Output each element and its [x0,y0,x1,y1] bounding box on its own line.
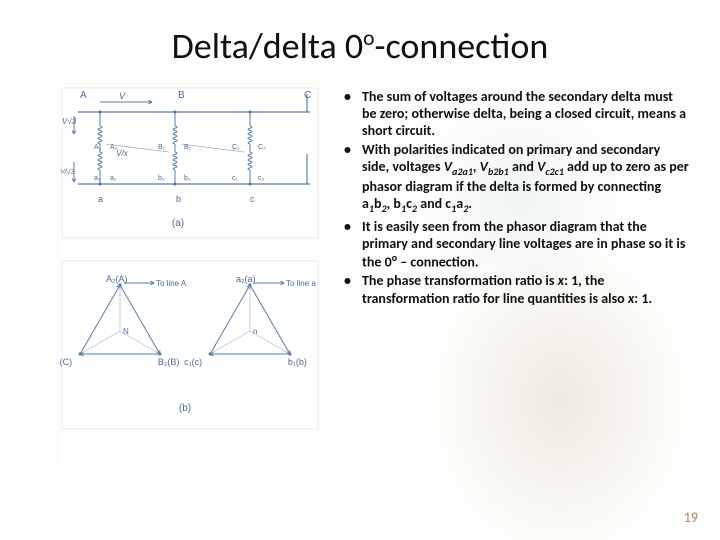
slide-title: Delta/delta 0o-connection [0,0,720,68]
svg-text:c: c [250,194,255,204]
bullet-item: It is easily seen from the phasor diagra… [338,218,690,271]
diagram-column: ABCVV√3V/√3V/xA₁A₂B₁B₂C₁C₂a₁a₂b₁b₂c₁c₂ab… [60,86,320,466]
svg-text:a₂: a₂ [110,175,117,182]
svg-text:N: N [123,327,129,336]
svg-text:B₁: B₁ [158,144,166,151]
svg-text:C: C [304,90,311,101]
title-sup: o [363,24,374,51]
svg-text:n: n [253,327,257,336]
svg-text:B: B [178,90,185,101]
connection-diagram: ABCVV√3V/√3V/xA₁A₂B₁B₂C₁C₂a₁a₂b₁b₂c₁c₂ab… [60,86,320,466]
text-column: The sum of voltages around the secondary… [330,86,690,466]
svg-text:b₁: b₁ [158,175,165,182]
svg-text:(a): (a) [172,218,184,229]
svg-text:V: V [119,91,126,101]
svg-text:b₂: b₂ [184,175,191,182]
svg-text:A: A [80,90,87,101]
bullet-item: The sum of voltages around the secondary… [338,88,690,139]
svg-text:a₂(a): a₂(a) [236,274,256,284]
svg-text:b₁(b): b₁(b) [288,357,307,367]
svg-text:V/x: V/x [116,149,129,158]
title-post: -connection [374,24,548,68]
page-number: 19 [684,509,698,526]
svg-text:B₂(B): B₂(B) [158,357,180,367]
svg-text:(b): (b) [179,403,191,414]
svg-text:c₁: c₁ [232,175,239,182]
svg-text:To line A: To line A [156,279,187,288]
svg-text:c₂: c₂ [258,175,265,182]
svg-text:To line a: To line a [286,279,316,288]
svg-text:V√3: V√3 [62,117,77,126]
bullet-item: With polarities indicated on primary and… [338,141,690,215]
svg-text:A₁: A₁ [94,144,102,151]
title-pre: Delta/delta 0 [172,24,363,68]
bullet-list: The sum of voltages around the secondary… [338,88,690,307]
svg-text:b: b [176,194,181,204]
svg-text:a₁: a₁ [94,175,101,182]
svg-text:A₂: A₂ [110,144,118,151]
svg-text:c₁(c): c₁(c) [184,357,202,367]
svg-text:B₂: B₂ [184,144,192,151]
svg-text:C₁: C₁ [232,144,240,151]
bullet-item: The phase transformation ratio is x: 1, … [338,272,690,306]
svg-text:C₂: C₂ [258,144,266,151]
svg-text:a: a [98,194,103,204]
